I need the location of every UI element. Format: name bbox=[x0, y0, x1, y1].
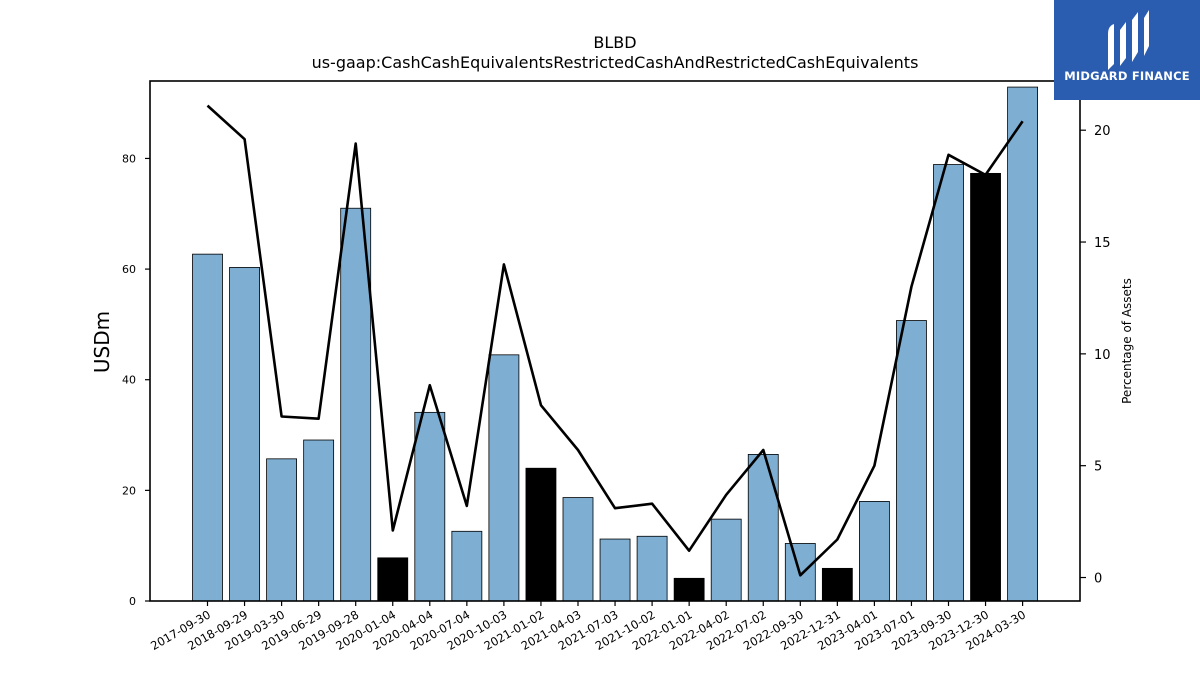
bar bbox=[1007, 86, 1038, 602]
line-path bbox=[206, 104, 1024, 577]
bar bbox=[562, 497, 594, 602]
y-axis-label: USDm bbox=[90, 311, 114, 373]
line-series bbox=[206, 104, 1024, 577]
bar bbox=[710, 518, 742, 602]
bar bbox=[970, 172, 1001, 602]
bar bbox=[414, 411, 446, 602]
bar bbox=[599, 538, 631, 602]
y-tick-label: 0 bbox=[129, 595, 136, 608]
y2-tick-label: 10 bbox=[1094, 348, 1111, 363]
logo-text: MIDGARD FINANCE bbox=[1064, 69, 1190, 83]
bar bbox=[673, 577, 705, 602]
bar bbox=[933, 164, 964, 602]
bar bbox=[525, 467, 557, 602]
y-tick-label: 60 bbox=[122, 263, 136, 276]
bar bbox=[636, 535, 668, 602]
y2-tick-label: 20 bbox=[1094, 124, 1111, 139]
logo-mark-icon bbox=[1108, 10, 1149, 70]
y2-tick-label: 0 bbox=[1094, 572, 1102, 587]
bar bbox=[340, 207, 372, 602]
y2-axis-label: Percentage of Assets bbox=[1120, 278, 1134, 404]
bar-series bbox=[192, 86, 1038, 602]
y-tick-label: 40 bbox=[122, 374, 136, 387]
y-tick-label: 20 bbox=[122, 484, 136, 497]
bar bbox=[451, 530, 483, 602]
bar bbox=[192, 253, 223, 602]
bar bbox=[377, 557, 409, 602]
chart-subtitle: us-gaap:CashCashEquivalentsRestrictedCas… bbox=[312, 53, 919, 72]
logo: MIDGARD FINANCE bbox=[1054, 0, 1200, 100]
bar bbox=[229, 267, 260, 602]
bar bbox=[896, 320, 927, 602]
bar bbox=[303, 439, 335, 602]
y2-tick-label: 15 bbox=[1094, 236, 1111, 251]
bar bbox=[747, 454, 779, 602]
bar bbox=[266, 458, 298, 602]
bar bbox=[859, 501, 890, 602]
bar bbox=[488, 354, 520, 602]
y-tick-label: 80 bbox=[122, 152, 136, 165]
y2-tick-label: 5 bbox=[1094, 460, 1102, 475]
chart-title: BLBD bbox=[593, 33, 636, 52]
bar bbox=[821, 567, 853, 602]
